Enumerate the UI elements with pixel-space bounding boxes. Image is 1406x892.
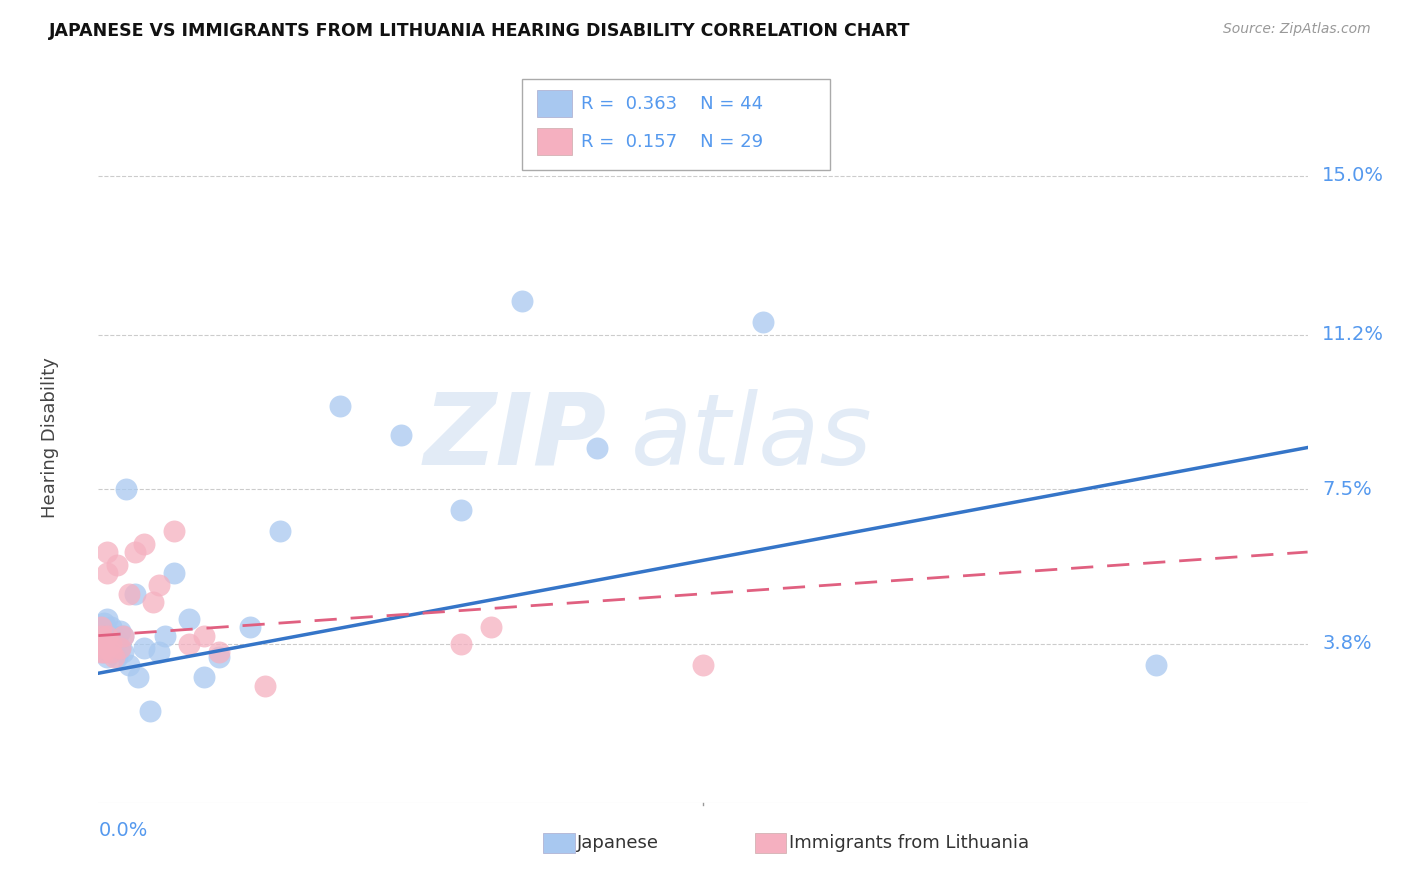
Point [253, 679, 276, 693]
Point [100, 645, 122, 659]
Point [93, 645, 115, 659]
Text: atlas: atlas [630, 389, 872, 485]
Point [148, 578, 170, 592]
Point [93, 641, 115, 656]
Point [692, 657, 714, 672]
Point [132, 641, 155, 656]
Text: Japanese: Japanese [578, 834, 659, 852]
Point [118, 657, 141, 672]
Text: 0.0%: 0.0% [98, 821, 148, 840]
Point [163, 524, 186, 538]
Point [93, 637, 115, 651]
FancyBboxPatch shape [537, 128, 572, 154]
Point [103, 641, 125, 656]
Point [179, 612, 201, 626]
Text: JAPANESE VS IMMIGRANTS FROM LITHUANIA HEARING DISABILITY CORRELATION CHART: JAPANESE VS IMMIGRANTS FROM LITHUANIA HE… [49, 22, 911, 40]
FancyBboxPatch shape [755, 833, 786, 854]
Point [90, 645, 112, 659]
Point [389, 428, 412, 442]
Text: ZIP: ZIP [423, 389, 606, 485]
Point [510, 294, 533, 309]
Point [90, 637, 112, 651]
Point [153, 629, 176, 643]
Point [105, 632, 128, 647]
Point [93, 637, 115, 651]
Point [96, 629, 118, 643]
Point [90, 629, 112, 643]
Point [105, 558, 128, 572]
Point [96, 637, 118, 651]
Text: Source: ZipAtlas.com: Source: ZipAtlas.com [1223, 22, 1371, 37]
Point [193, 670, 215, 684]
Point [93, 645, 115, 659]
Point [100, 645, 122, 659]
Point [96, 566, 118, 580]
Point [111, 645, 134, 659]
Point [118, 587, 141, 601]
Point [103, 637, 125, 651]
Point [96, 612, 118, 626]
Point [124, 545, 146, 559]
Point [93, 616, 115, 631]
Point [208, 645, 231, 659]
Point [163, 566, 186, 580]
Point [1144, 657, 1167, 672]
Point [103, 649, 125, 664]
Point [111, 629, 134, 643]
Point [142, 595, 165, 609]
Point [239, 620, 262, 634]
Point [96, 649, 118, 664]
Point [127, 670, 149, 684]
Point [139, 704, 162, 718]
Point [132, 536, 155, 550]
FancyBboxPatch shape [537, 90, 572, 117]
FancyBboxPatch shape [522, 78, 830, 170]
Text: R =  0.363    N = 44: R = 0.363 N = 44 [581, 95, 763, 112]
Point [148, 645, 170, 659]
Text: 3.8%: 3.8% [1322, 634, 1372, 654]
Point [108, 641, 131, 656]
Text: 7.5%: 7.5% [1322, 480, 1372, 499]
Point [179, 637, 201, 651]
Point [114, 483, 136, 497]
Point [93, 624, 115, 639]
Point [90, 620, 112, 634]
Point [96, 629, 118, 643]
Point [103, 629, 125, 643]
Point [450, 503, 472, 517]
Point [105, 649, 128, 664]
Point [450, 637, 472, 651]
Point [90, 620, 112, 634]
Point [100, 620, 122, 634]
Point [193, 629, 215, 643]
Point [111, 629, 134, 643]
FancyBboxPatch shape [543, 833, 575, 854]
Point [90, 637, 112, 651]
Text: Immigrants from Lithuania: Immigrants from Lithuania [789, 834, 1029, 852]
Point [481, 620, 503, 634]
Point [96, 545, 118, 559]
Point [100, 637, 122, 651]
Text: 11.2%: 11.2% [1322, 326, 1384, 344]
Text: Hearing Disability: Hearing Disability [41, 357, 59, 517]
Point [90, 629, 112, 643]
Text: R =  0.157    N = 29: R = 0.157 N = 29 [581, 133, 763, 151]
Point [269, 524, 291, 538]
Point [108, 624, 131, 639]
Point [586, 441, 609, 455]
Point [329, 399, 352, 413]
Point [124, 587, 146, 601]
Text: 15.0%: 15.0% [1322, 166, 1384, 186]
Point [208, 649, 231, 664]
Point [108, 641, 131, 656]
Point [100, 632, 122, 647]
Point [752, 315, 775, 329]
